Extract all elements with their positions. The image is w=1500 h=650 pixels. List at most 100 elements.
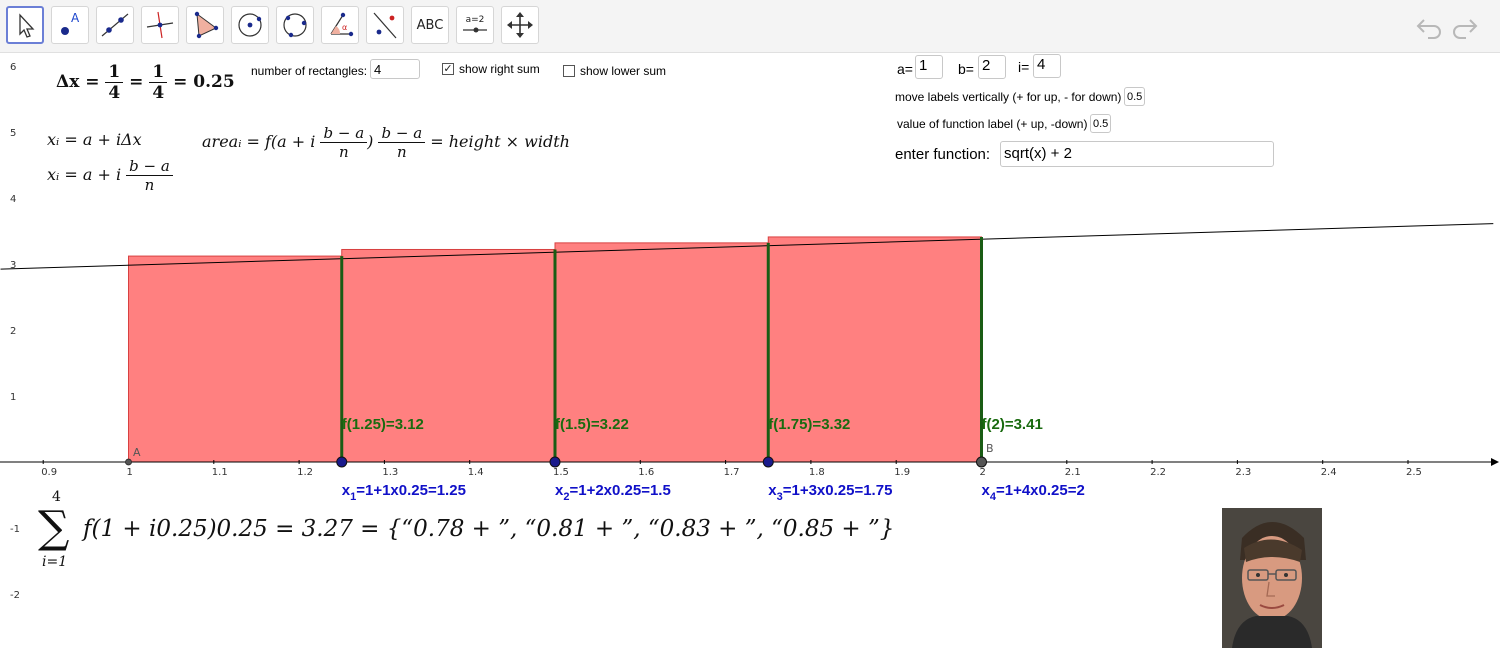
y-tick-label: 6 <box>10 62 16 73</box>
x-tick-label: 1.1 <box>212 467 228 478</box>
xi-frac-num: b − a <box>126 157 173 176</box>
x-tick-label: 1.4 <box>468 467 484 478</box>
area-frac2-num: b − a <box>378 124 426 143</box>
move-labels-label: move labels vertically (+ for up, - for … <box>895 90 1122 104</box>
point-a <box>125 458 132 466</box>
num-rectangles-label: number of rectangles: <box>251 64 368 78</box>
slider-tool-button[interactable]: a=2 <box>456 6 494 44</box>
points <box>125 456 987 468</box>
function-value-label: f(1.75)=3.32 <box>768 416 850 433</box>
angle-icon: α <box>330 12 354 37</box>
x-tick-label: 1.7 <box>724 467 740 478</box>
show-lower-sum-checkbox[interactable] <box>563 65 575 77</box>
b-label: b= <box>958 61 974 77</box>
function-value-label: f(2)=3.41 <box>982 416 1043 433</box>
polygon-icon <box>194 11 219 39</box>
riemann-rectangle <box>554 242 769 463</box>
x-tick-label: 1.5 <box>553 467 569 478</box>
perpendicular-line-tool-button[interactable] <box>141 6 179 44</box>
area-frac2-den: n <box>396 143 407 161</box>
x-tick-label: 1.2 <box>297 467 313 478</box>
x-tick-label: 2 <box>980 467 986 478</box>
value-label-label: value of function label (+ up, -down) <box>897 117 1088 131</box>
x-tick-label: 2.4 <box>1321 467 1337 478</box>
sum-lower-limit: i=1 <box>42 554 68 570</box>
y-tick-label: 1 <box>10 392 16 403</box>
area-formula-mid: ) <box>367 132 374 151</box>
delta-x-frac2-num: 1 <box>149 62 168 83</box>
xi-formula-1: xᵢ = a + iΔx <box>47 130 142 149</box>
function-input[interactable]: sqrt(x) + 2 <box>1000 141 1274 167</box>
line-tool-button[interactable] <box>96 6 134 44</box>
x-point <box>336 456 348 468</box>
text-tool-button[interactable]: ABC <box>411 6 449 44</box>
xi-frac-den: n <box>144 176 155 194</box>
delta-x-frac2-den: 4 <box>152 83 165 103</box>
i-input[interactable]: 4 <box>1033 54 1061 78</box>
polygon-tool-button[interactable] <box>186 6 224 44</box>
x-tick-label: 2.1 <box>1065 467 1081 478</box>
toolbar: A α ABC a=2 <box>0 0 1500 53</box>
y-tick-label: 4 <box>10 194 16 205</box>
reflect-tool-button[interactable] <box>366 6 404 44</box>
delta-x-frac1-den: 4 <box>108 83 121 103</box>
area-frac1-num: b − a <box>320 124 368 143</box>
perpendicular-line-icon <box>146 11 174 39</box>
x-tick-label: 2.5 <box>1406 467 1422 478</box>
undo-icon[interactable] <box>1414 12 1444 42</box>
b-input[interactable]: 2 <box>978 55 1006 79</box>
y-tick-label: 2 <box>10 326 16 337</box>
x-value-label: x4=1+4x0.25=2 <box>982 482 1085 503</box>
redo-icon[interactable] <box>1450 12 1480 42</box>
function-value-labels: f(1.25)=3.12 f(1.5)=3.22 f(1.75)=3.32 f(2)=… <box>342 416 1043 433</box>
move-graphics-view-tool-button[interactable] <box>501 6 539 44</box>
x-tick-label: 1.3 <box>382 467 398 478</box>
a-label: a= <box>897 61 913 77</box>
point-tool-button[interactable]: A <box>51 6 89 44</box>
num-rectangles-input[interactable]: 4 <box>370 59 420 79</box>
right-endpoint-segments <box>340 236 983 462</box>
sum-upper-limit: 4 <box>52 489 61 505</box>
x-tick-label: 2.3 <box>1235 467 1251 478</box>
show-right-sum-checkbox[interactable]: ✓ <box>442 62 454 75</box>
delta-x-value: 0.25 <box>193 72 235 92</box>
y-tick-label: 3 <box>10 260 16 271</box>
y-tick-label: -2 <box>10 590 20 601</box>
y-tick-label: 5 <box>10 128 16 139</box>
slider-icon: a=2 <box>463 15 487 33</box>
point-icon: A <box>61 11 80 35</box>
show-lower-sum-label: show lower sum <box>580 64 667 78</box>
riemann-rectangle <box>128 255 343 463</box>
x-tick-label: 2.2 <box>1150 467 1166 478</box>
circle-three-points-tool-button[interactable] <box>276 6 314 44</box>
svg-text:α: α <box>342 23 347 32</box>
text-tool-label: ABC <box>416 17 444 33</box>
i-label: i= <box>1018 59 1030 75</box>
move-labels-input[interactable]: 0.5 <box>1124 87 1145 106</box>
area-formula-suffix: = height × width <box>430 132 570 151</box>
angle-tool-button[interactable]: α <box>321 6 359 44</box>
x-value-labels: x1=1+1x0.25=1.25 x2=1+2x0.25=1.5 x3=1+3x0.… <box>342 482 1085 503</box>
x-value-label: x2=1+2x0.25=1.5 <box>555 482 671 503</box>
delta-x-frac1-num: 1 <box>105 62 124 83</box>
x-point <box>762 456 774 468</box>
function-graph <box>0 223 1494 270</box>
y-tick-labels: 6 5 4 3 2 1 -1 -2 <box>10 62 20 601</box>
sum-expression: f(1 + i0.25)0.25 = 3.27 = {“0.78 + ”, “0… <box>83 516 895 542</box>
graphics-view[interactable]: 6 5 4 3 2 1 -1 -2 0.9 1 1.1 1.2 1.3 1.4 1.5 1.6 1.7 1.8 1… <box>0 53 1500 650</box>
show-right-sum-label: show right sum <box>459 62 540 76</box>
value-label-input[interactable]: 0.5 <box>1090 114 1111 133</box>
riemann-rectangles <box>128 236 982 463</box>
sigma-icon: ∑ <box>38 502 70 553</box>
circle-center-tool-button[interactable] <box>231 6 269 44</box>
circle-three-points-icon <box>283 13 307 38</box>
delta-x-lhs: Δx <box>56 72 80 92</box>
x-tick-label: 1 <box>127 467 133 478</box>
x-tick-label: 0.9 <box>41 467 57 478</box>
a-input[interactable]: 1 <box>915 55 943 79</box>
x-value-label: x1=1+1x0.25=1.25 <box>342 482 466 503</box>
person-photo <box>1222 508 1322 648</box>
move-tool-button[interactable] <box>6 6 44 44</box>
